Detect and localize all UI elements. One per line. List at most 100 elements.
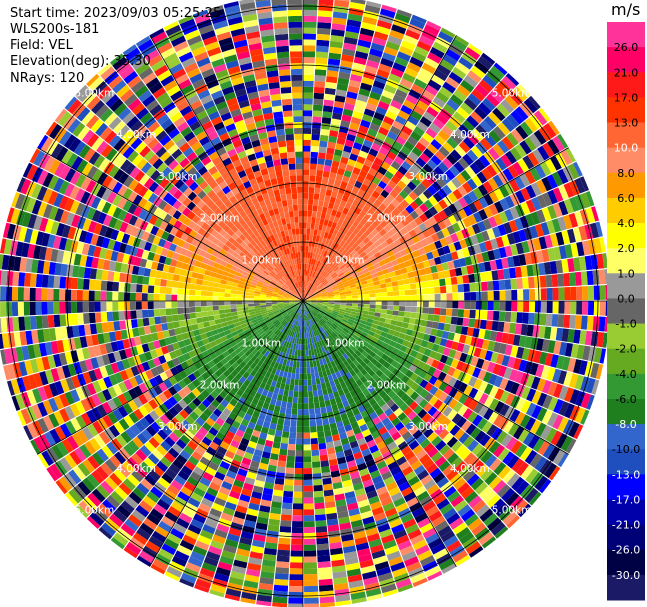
velocity-bin [424,57,439,69]
velocity-bin [576,241,585,257]
velocity-bin [83,278,90,290]
velocity-bin [303,45,316,52]
velocity-bin [207,310,214,317]
velocity-bin [362,16,378,26]
velocity-bin [456,342,465,353]
velocity-bin [353,276,360,282]
velocity-bin [395,194,405,204]
velocity-bin [340,276,347,282]
velocity-bin [458,432,470,444]
velocity-bin [129,292,136,301]
velocity-bin [340,339,347,347]
velocity-bin [423,199,434,210]
velocity-bin [456,106,470,120]
velocity-bin [88,279,96,291]
velocity-bin [396,350,405,358]
velocity-bin [311,285,317,291]
velocity-bin [335,268,342,274]
velocity-bin [433,279,440,287]
velocity-bin [315,419,323,427]
velocity-bin [350,345,358,353]
velocity-bin [451,38,468,52]
velocity-bin [329,196,337,204]
velocity-bin [333,275,340,281]
velocity-bin [303,239,306,246]
velocity-bin [457,504,472,517]
velocity-bin [319,310,326,315]
velocity-bin [323,282,330,287]
velocity-bin [236,301,243,305]
velocity-bin [381,4,397,13]
velocity-bin [303,293,307,300]
velocity-bin [346,275,354,281]
velocity-bin [316,314,322,320]
velocity-bin [284,413,292,421]
velocity-bin [581,240,591,256]
velocity-bin [398,285,405,291]
velocity-bin [328,299,335,301]
velocity-bin [383,216,392,225]
velocity-bin [410,391,420,401]
velocity-bin [450,149,462,161]
velocity-bin [448,398,459,410]
velocity-bin [242,304,249,308]
velocity-bin [415,338,423,346]
velocity-bin [338,310,345,315]
velocity-bin [324,238,330,246]
velocity-bin [505,491,520,507]
velocity-bin [442,432,454,444]
velocity-bin [404,289,412,296]
velocity-bin [303,515,315,522]
velocity-bin [443,269,451,279]
velocity-bin [467,132,480,146]
velocity-bin [408,425,419,436]
velocity-bin [303,33,317,40]
velocity-bin [306,228,311,235]
velocity-bin [326,308,333,313]
velocity-bin [427,314,435,322]
velocity-bin [316,302,323,305]
velocity-bin [471,522,487,536]
velocity-bin [449,473,463,486]
velocity-bin [370,162,381,172]
velocity-bin [340,298,347,301]
velocity-bin [279,406,287,414]
velocity-bin [386,286,393,292]
velocity-bin [100,280,108,291]
velocity-bin [356,175,366,184]
velocity-bin [438,146,450,158]
velocity-bin [439,315,446,323]
velocity-bin [318,248,323,255]
velocity-bin [489,385,499,398]
velocity-bin [349,328,356,335]
velocity-bin [454,460,468,473]
velocity-bin [277,549,290,557]
velocity-bin [542,142,555,158]
velocity-bin [367,54,382,64]
velocity-bin [404,223,414,233]
velocity-bin [230,293,237,298]
velocity-bin [497,321,505,332]
velocity-bin [373,262,381,269]
velocity-bin [65,276,73,289]
velocity-bin [411,83,425,95]
velocity-bin [380,264,388,271]
velocity-bin [530,337,539,350]
velocity-bin [71,277,78,290]
velocity-bin [387,266,395,273]
velocity-bin [310,246,315,253]
velocity-bin [47,314,55,328]
velocity-bin [372,80,386,90]
velocity-bin [486,228,496,240]
velocity-bin [322,281,329,286]
velocity-bin [563,214,573,230]
velocity-bin [458,124,471,137]
velocity-bin [436,413,447,425]
velocity-bin [65,301,72,314]
velocity-bin [531,405,542,419]
velocity-bin [337,314,344,319]
velocity-bin [474,481,488,495]
velocity-bin [455,360,465,371]
velocity-bin [339,274,346,280]
velocity-bin [440,173,451,185]
